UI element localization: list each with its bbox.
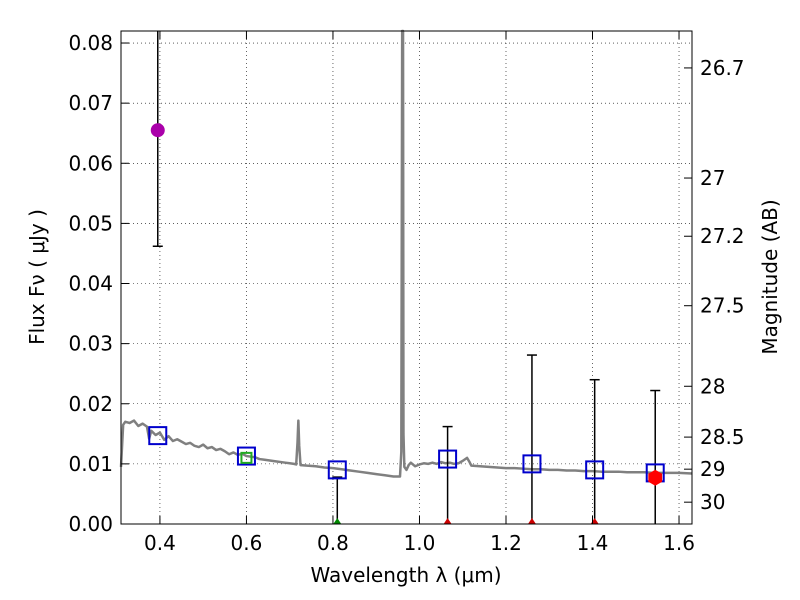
- model-photometry-square: [327, 460, 347, 480]
- y-tick-label: 0.08: [68, 31, 113, 55]
- y2-tick-label: 29: [700, 457, 725, 481]
- y-tick-label: 0.01: [68, 452, 113, 476]
- y-tick-label: 0.04: [68, 272, 113, 296]
- observations-layer: [150, 123, 663, 524]
- upper-limit-marker: [527, 518, 536, 524]
- x-tick-label: 0.8: [317, 531, 349, 555]
- model-photometry-layer: [148, 426, 665, 483]
- error-bars-layer: [152, 31, 661, 524]
- x-tick-label: 1.2: [490, 531, 522, 555]
- y-tick-label: 0.07: [68, 91, 113, 115]
- x-axis-label: Wavelength λ (μm): [310, 563, 501, 587]
- y2-tick-label: 27.5: [700, 294, 745, 318]
- model-photometry-square: [236, 446, 256, 466]
- y-tick-label: 0.06: [68, 151, 113, 175]
- x-tick-label: 1.4: [577, 531, 609, 555]
- y2-tick-label: 30: [700, 490, 725, 514]
- sed-model-line: [119, 29, 693, 478]
- y2-tick-label: 28.5: [700, 425, 745, 449]
- x-tick-label: 0.6: [231, 531, 263, 555]
- sed-model-layer: [119, 29, 693, 478]
- model-photometry-square: [522, 454, 542, 474]
- observed-flux-point: [648, 469, 663, 486]
- model-photometry-square: [148, 426, 168, 446]
- y2-tick-label: 27.2: [700, 224, 745, 248]
- y2-tick-label: 28: [700, 374, 725, 398]
- y2-tick-label: 26.7: [700, 56, 745, 80]
- y-tick-label: 0.03: [68, 332, 113, 356]
- grid-lines: [121, 31, 692, 525]
- x-tick-label: 0.4: [144, 531, 176, 555]
- upper-limit-marker: [590, 518, 599, 524]
- x-tick-label: 1.0: [404, 531, 436, 555]
- axis-ticks: [121, 31, 692, 525]
- y2-tick-label: 27: [700, 166, 725, 190]
- observed-flux-point: [150, 123, 165, 138]
- x-tick-label: 1.6: [663, 531, 695, 555]
- upper-limit-marker: [333, 518, 342, 524]
- upper-limit-marker: [443, 518, 452, 524]
- model-photometry-square: [438, 449, 458, 469]
- y-axis-label: Flux Fν ( μJy ): [25, 209, 49, 345]
- plot-frame: [120, 30, 693, 525]
- y-tick-label: 0.00: [68, 512, 113, 536]
- observed-flux-point: [240, 451, 253, 464]
- y-tick-label: 0.05: [68, 211, 113, 235]
- y-tick-label: 0.02: [68, 392, 113, 416]
- y2-axis-label: Magnitude (AB): [758, 199, 782, 354]
- tick-labels: 0.4 0.6 0.8 1.0 1.2 1.4 1.6 0.00 0.01 0.02 0.03 0.0…: [68, 31, 744, 555]
- model-photometry-square: [585, 460, 605, 480]
